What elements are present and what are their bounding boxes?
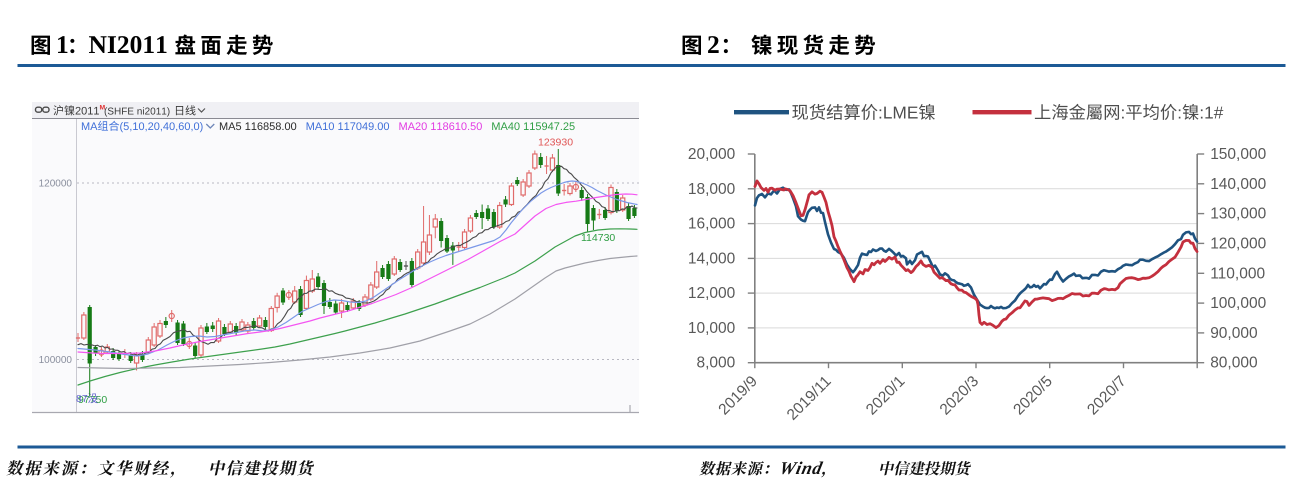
svg-text:130,000: 130,000 <box>1210 206 1266 223</box>
svg-text:140,000: 140,000 <box>1210 176 1266 193</box>
svg-text:18,000: 18,000 <box>688 181 736 198</box>
svg-text:14,000: 14,000 <box>688 250 736 267</box>
svg-text:16,000: 16,000 <box>688 216 736 233</box>
svg-text:8,000: 8,000 <box>697 355 736 372</box>
svg-text:20,000: 20,000 <box>688 146 736 163</box>
svg-text:12,000: 12,000 <box>688 285 736 302</box>
svg-text:120000: 120000 <box>39 179 73 190</box>
svg-text:80,000: 80,000 <box>1210 355 1258 372</box>
svg-text:100000: 100000 <box>39 355 73 366</box>
svg-text:87没: 87没 <box>76 393 99 405</box>
svg-text:114730: 114730 <box>581 232 615 244</box>
svg-text:10,000: 10,000 <box>688 320 736 337</box>
svg-text:97750: 97750 <box>78 394 107 406</box>
svg-text:90,000: 90,000 <box>1210 325 1258 342</box>
svg-text:110,000: 110,000 <box>1210 265 1265 282</box>
svg-text:M: M <box>99 105 105 112</box>
svg-text:150,000: 150,000 <box>1210 146 1266 163</box>
svg-text:120,000: 120,000 <box>1210 235 1266 252</box>
svg-text:123930: 123930 <box>538 137 573 149</box>
svg-text:100,000: 100,000 <box>1210 295 1266 312</box>
